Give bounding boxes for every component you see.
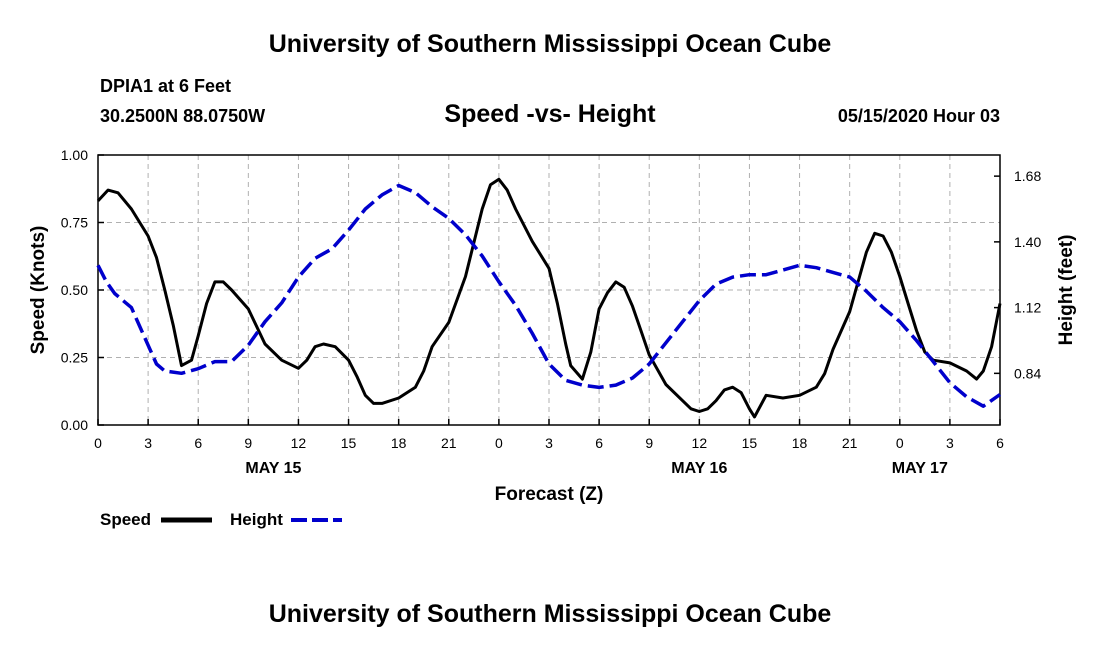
x-axis: 0 3 6 9 12 15 18 21 0 3 6 9 12 15 18 21 0 3 6 MAY 15 MAY 16 M…	[94, 419, 1004, 477]
right-y-axis: 0.84 1.12 1.40 1.68	[994, 168, 1041, 381]
x-tick-label: 9	[244, 435, 252, 451]
date-label: MAY 17	[892, 460, 948, 477]
x-tick-label: 21	[842, 435, 858, 451]
speed-series-line	[96, 177, 1002, 419]
grid-lines	[98, 155, 1000, 425]
x-tick-label: 3	[946, 435, 954, 451]
x-tick-label: 6	[996, 435, 1004, 451]
legend-height-label: Height	[230, 510, 283, 529]
x-tick-label: 6	[595, 435, 603, 451]
right-tick-label: 0.84	[1014, 365, 1041, 381]
x-tick-label: 18	[792, 435, 808, 451]
x-tick-label: 21	[441, 435, 457, 451]
date-label: MAY 16	[671, 460, 727, 477]
legend-speed-label: Speed	[100, 510, 151, 529]
x-tick-label: 9	[645, 435, 653, 451]
x-axis-label: Forecast (Z)	[495, 484, 604, 505]
left-tick-label: 0.00	[61, 417, 88, 433]
right-tick-label: 1.40	[1014, 234, 1041, 250]
legend: Speed Height	[100, 510, 342, 529]
x-tick-label: 0	[495, 435, 503, 451]
right-tick-label: 1.12	[1014, 300, 1041, 316]
date-label: MAY 15	[245, 460, 301, 477]
left-axis-label: Speed (Knots)	[28, 226, 49, 355]
main-title: University of Southern Mississippi Ocean…	[268, 30, 832, 58]
left-tick-label: 0.25	[61, 350, 88, 366]
x-tick-label: 0	[896, 435, 904, 451]
left-tick-label: 0.50	[61, 282, 88, 298]
x-tick-label: 3	[545, 435, 553, 451]
chart-subtitle: Speed -vs- Height	[444, 100, 656, 128]
x-tick-label: 12	[291, 435, 307, 451]
x-tick-label: 18	[391, 435, 407, 451]
height-series-line	[96, 183, 1002, 408]
series-layer	[96, 177, 1002, 419]
left-tick-label: 0.75	[61, 215, 88, 231]
x-tick-label: 6	[194, 435, 202, 451]
right-tick-label: 1.68	[1014, 168, 1041, 184]
x-tick-label: 15	[742, 435, 758, 451]
footer-title: University of Southern Mississippi Ocean…	[268, 600, 832, 628]
x-tick-label: 15	[341, 435, 357, 451]
forecast-datetime: 05/15/2020 Hour 03	[837, 106, 1000, 126]
right-axis-label: Height (feet)	[1056, 235, 1077, 346]
coordinates-label: 30.2500N 88.0750W	[100, 106, 266, 126]
x-tick-label: 12	[692, 435, 708, 451]
x-tick-label: 3	[144, 435, 152, 451]
left-y-axis: 0.00 0.25 0.50 0.75 1.00	[61, 147, 104, 433]
station-label: DPIA1 at 6 Feet	[100, 76, 232, 96]
x-tick-label: 0	[94, 435, 102, 451]
left-tick-label: 1.00	[61, 147, 88, 163]
